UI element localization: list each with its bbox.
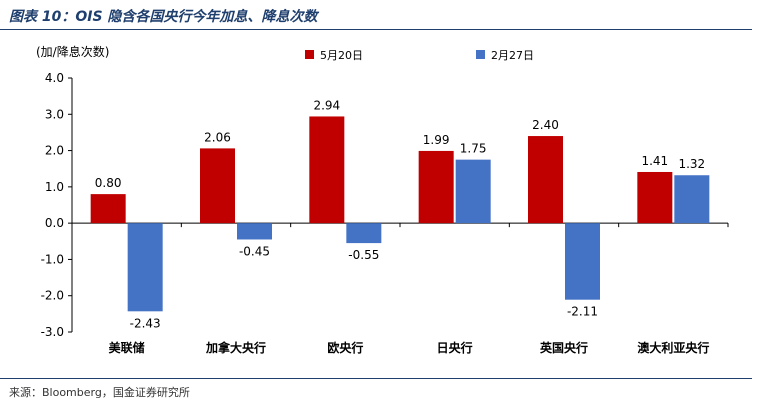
x-tick-label-英国央行: 英国央行 bbox=[540, 340, 588, 355]
legend-label-5月20日: 5月20日 bbox=[320, 49, 363, 62]
data-label-5月20日-欧央行: 2.94 bbox=[313, 98, 340, 112]
bar-2月27日-澳大利亚央行 bbox=[674, 175, 710, 224]
legend-swatch-5月20日 bbox=[305, 50, 314, 59]
y-tick-label: 3.0 bbox=[45, 107, 64, 121]
data-label-2月27日-欧央行: -0.55 bbox=[348, 248, 379, 262]
data-label-5月20日-英国央行: 2.40 bbox=[532, 118, 559, 132]
y-tick-label: 2.0 bbox=[45, 144, 64, 158]
data-label-5月20日-美联储: 0.80 bbox=[95, 176, 122, 190]
data-label-2月27日-英国央行: -2.11 bbox=[567, 305, 598, 319]
legend: 5月20日 2月27日 bbox=[305, 49, 534, 62]
source-note: 来源：Bloomberg，国金证券研究所 bbox=[9, 386, 190, 399]
data-label-2月27日-加拿大央行: -0.45 bbox=[239, 244, 270, 258]
y-tick-label: 1.0 bbox=[45, 180, 64, 194]
x-tick-label-澳大利亚央行: 澳大利亚央行 bbox=[637, 340, 709, 355]
top-rule bbox=[0, 29, 752, 30]
bar-5月20日-英国央行 bbox=[528, 136, 563, 224]
bar-5月20日-美联储 bbox=[90, 194, 126, 224]
y-tick-label: -3.0 bbox=[41, 325, 64, 339]
x-tick-label-加拿大央行: 加拿大央行 bbox=[205, 340, 266, 355]
bar-2月27日-日央行 bbox=[455, 159, 491, 224]
x-tick-label-美联储: 美联储 bbox=[109, 340, 145, 355]
data-label-5月20日-日央行: 1.99 bbox=[423, 133, 450, 147]
data-label-2月27日-美联储: -2.43 bbox=[130, 316, 161, 330]
data-label-2月27日-日央行: 1.75 bbox=[460, 142, 487, 156]
y-tick-label: -1.0 bbox=[41, 252, 64, 266]
x-tick-label-欧央行: 欧央行 bbox=[327, 340, 363, 355]
y-tick-label: 4.0 bbox=[45, 71, 64, 85]
bar-chart: (加/降息次数) 5月20日 2月27日 4.0 3.0 2.0 1.0 0.0 -1.0… bbox=[36, 44, 729, 355]
bar-2月27日-英国央行 bbox=[565, 223, 600, 300]
bar-5月20日-澳大利亚央行 bbox=[637, 171, 673, 224]
legend-label-2月27日: 2月27日 bbox=[491, 49, 534, 62]
bottom-rule bbox=[0, 378, 752, 379]
data-label-5月20日-澳大利亚央行: 1.41 bbox=[641, 154, 668, 168]
data-label-2月27日-澳大利亚央行: 1.32 bbox=[678, 157, 705, 171]
figure-title: 图表 10：OIS 隐含各国央行今年加息、降息次数 bbox=[9, 9, 318, 25]
y-axis-label: (加/降息次数) bbox=[36, 44, 109, 59]
bar-5月20日-日央行 bbox=[418, 150, 454, 224]
bar-5月20日-加拿大央行 bbox=[200, 148, 235, 224]
data-label-5月20日-加拿大央行: 2.06 bbox=[204, 130, 231, 144]
legend-swatch-2月27日 bbox=[476, 50, 485, 59]
y-tick-label: 0.0 bbox=[45, 216, 64, 230]
bar-2月27日-欧央行 bbox=[346, 223, 382, 244]
x-tick-label-日央行: 日央行 bbox=[437, 340, 473, 355]
bar-2月27日-加拿大央行 bbox=[237, 223, 272, 240]
bar-5月20日-欧央行 bbox=[309, 116, 345, 224]
y-tick-label: -2.0 bbox=[41, 289, 64, 303]
bar-2月27日-美联储 bbox=[127, 223, 163, 312]
